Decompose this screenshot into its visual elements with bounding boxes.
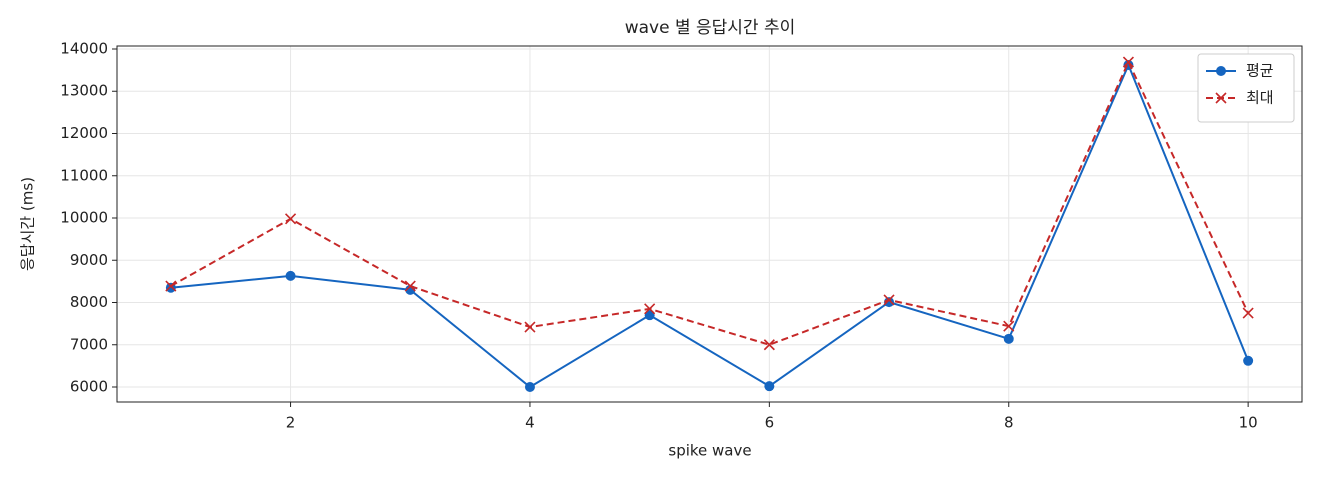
legend-marker (1216, 66, 1226, 76)
marker (644, 303, 656, 315)
marker (404, 280, 416, 292)
x-tick-label: 10 (1239, 414, 1258, 432)
plot-frame (116, 45, 1303, 403)
y-tick-label: 13000 (60, 82, 108, 100)
y-tick-label: 14000 (60, 39, 108, 57)
y-axis-label: 응답시간 (ms) (19, 177, 37, 271)
y-tick-label: 8000 (70, 293, 108, 311)
marker (883, 294, 895, 306)
y-tick-label: 10000 (60, 209, 108, 227)
y-tick-label: 12000 (60, 124, 108, 142)
marker (884, 297, 895, 308)
marker (284, 213, 297, 225)
legend-label: 최대 (1246, 89, 1274, 107)
series-line (170, 59, 1250, 346)
y-tick-label: 6000 (70, 378, 108, 396)
y-tick-label: 9000 (70, 251, 108, 269)
marker (764, 381, 775, 392)
marker (1122, 56, 1135, 68)
y-tick-label: 7000 (70, 335, 108, 353)
marker (1003, 320, 1015, 332)
legend-marker (1215, 92, 1227, 104)
x-tick-label: 8 (1004, 414, 1014, 432)
series-line (170, 62, 1250, 389)
marker (285, 270, 296, 281)
marker (644, 310, 655, 321)
legend-label: 평균 (1246, 62, 1274, 80)
marker (1242, 307, 1254, 319)
marker (763, 339, 775, 351)
marker (524, 382, 535, 393)
marker (1243, 355, 1254, 366)
x-tick-label: 2 (286, 414, 296, 432)
marker (165, 280, 177, 292)
x-tick-label: 4 (525, 414, 535, 432)
x-tick-label: 6 (765, 414, 775, 432)
x-axis-label: spike wave (668, 442, 751, 460)
marker (1003, 333, 1014, 344)
chart-title: wave 별 응답시간 추이 (625, 18, 796, 38)
marker (524, 321, 536, 333)
y-tick-label: 11000 (60, 166, 108, 184)
